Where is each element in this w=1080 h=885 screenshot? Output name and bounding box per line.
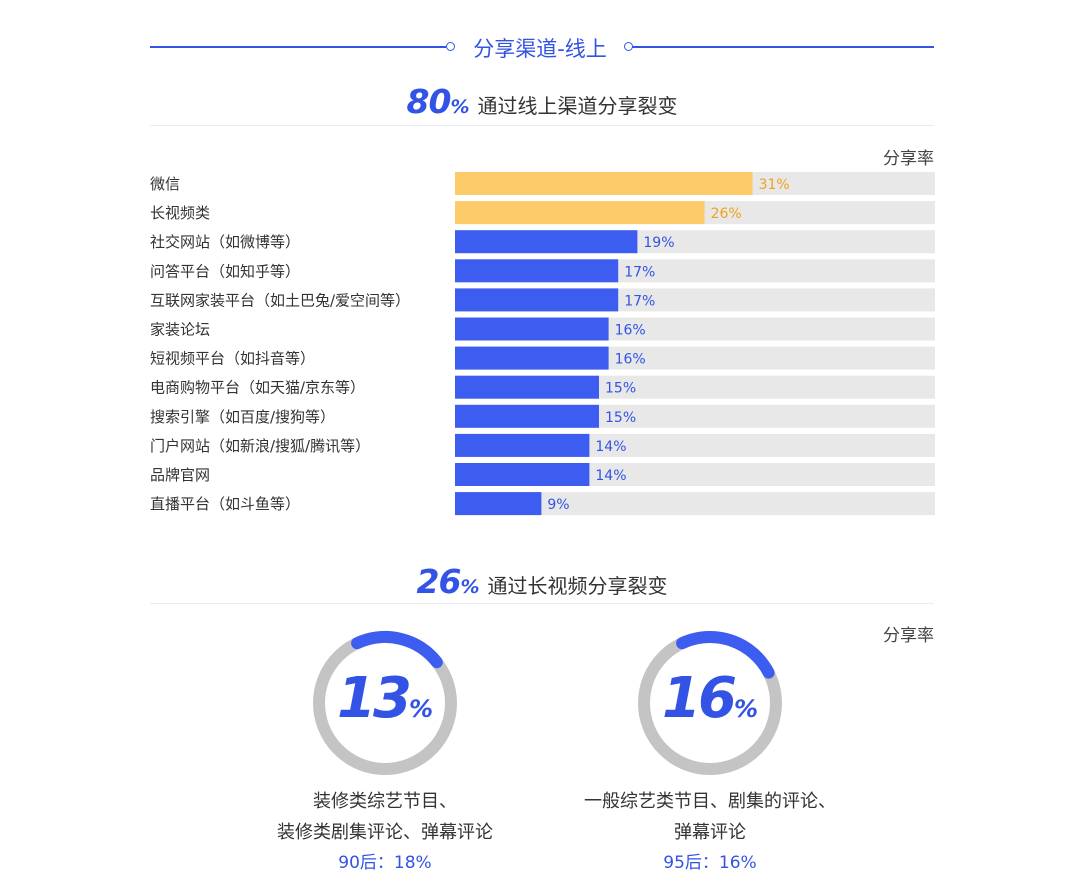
headline-online-number: 80	[406, 82, 452, 121]
headline-video-text: 通过长视频分享裂变	[487, 574, 668, 598]
bar-category-label: 互联网家装平台（如土巴兔/爱空间等）	[150, 291, 410, 309]
donut-1-arc	[351, 631, 443, 669]
bar-category-label: 直播平台（如斗鱼等）	[150, 495, 300, 513]
donut-1-value: 13%	[310, 666, 460, 731]
donut-1-number: 13	[337, 666, 412, 731]
bar-value-label: 17%	[624, 264, 655, 280]
donut-2-caption: 一般综艺类节目、剧集的评论、 弹幕评论 95后：16%	[540, 786, 880, 879]
section-line-left	[150, 46, 446, 48]
bar-11	[455, 492, 542, 516]
donut-2-caption-line2: 弹幕评论	[674, 822, 746, 843]
headline-online-percent: %	[450, 96, 470, 118]
headline-online-text: 通过线上渠道分享裂变	[477, 94, 678, 118]
donut-2-stat: 95后：16%	[663, 853, 757, 873]
bar-category-label: 电商购物平台（如天猫/京东等）	[150, 379, 365, 397]
bar-8	[455, 404, 599, 428]
bar-value-label: 15%	[605, 381, 636, 397]
bar-value-label: 16%	[615, 323, 646, 339]
share-rate-label: 分享率	[883, 149, 934, 169]
bar-4	[455, 288, 619, 312]
bar-category-label: 问答平台（如知乎等）	[150, 262, 300, 280]
bar-10	[455, 463, 590, 486]
bar-category-label: 社交网站（如微博等）	[150, 233, 300, 251]
bar-value-label: 26%	[711, 206, 742, 222]
bar-value-label: 19%	[643, 235, 674, 251]
bar-value-label: 15%	[605, 410, 636, 426]
donut-2-percent: %	[733, 695, 758, 723]
donut-chart-1: 13%	[310, 628, 460, 778]
bar-category-label: 门户网站（如新浪/搜狐/腾讯等）	[150, 437, 370, 455]
donut-1-caption-line2: 装修类剧集评论、弹幕评论	[277, 822, 493, 843]
bar-6	[455, 346, 609, 370]
bar-9	[455, 433, 590, 457]
bar-category-label: 短视频平台（如抖音等）	[150, 350, 315, 368]
divider-long-video	[150, 603, 934, 604]
share-rate-label-2: 分享率	[883, 626, 934, 646]
section-title: 分享渠道-线上	[473, 37, 607, 61]
donut-2-value: 16%	[635, 666, 785, 731]
divider-online	[150, 125, 934, 126]
headline-video-percent: %	[460, 576, 480, 598]
bar-value-label: 9%	[547, 497, 569, 513]
headline-long-video: 26% 通过长视频分享裂变	[150, 562, 934, 601]
donut-chart-2: 16%	[635, 628, 785, 778]
bar-track	[455, 492, 935, 516]
bar-category-label: 搜索引擎（如百度/搜狗等）	[150, 408, 335, 426]
donut-1-stat: 90后：18%	[338, 853, 432, 873]
donut-1-caption: 装修类综艺节目、 装修类剧集评论、弹幕评论 90后：18%	[215, 786, 555, 879]
bar-2	[455, 230, 638, 254]
donut-1-percent: %	[408, 695, 433, 723]
donut-2-number: 16	[662, 666, 737, 731]
bar-value-label: 16%	[615, 352, 646, 368]
bar-value-label: 14%	[595, 468, 626, 484]
bar-value-label: 31%	[759, 177, 790, 193]
bar-0	[455, 172, 753, 195]
headline-video-number: 26	[416, 562, 462, 601]
bar-category-label: 品牌官网	[150, 466, 210, 484]
section-line-right	[632, 46, 934, 48]
bar-5	[455, 317, 609, 341]
donut-2-arc	[676, 631, 775, 679]
headline-online: 80% 通过线上渠道分享裂变	[150, 82, 934, 121]
donut-2-caption-line1: 一般综艺类节目、剧集的评论、	[584, 791, 836, 812]
bar-7	[455, 375, 599, 399]
bar-category-label: 家装论坛	[150, 321, 210, 339]
bar-1	[455, 201, 705, 225]
bar-category-label: 微信	[150, 175, 180, 193]
bar-value-label: 14%	[595, 439, 626, 455]
donut-1-caption-line1: 装修类综艺节目、	[313, 791, 457, 812]
bar-3	[455, 259, 619, 283]
bar-category-label: 长视频类	[150, 204, 210, 222]
bar-value-label: 17%	[624, 293, 655, 309]
section-dot-left	[446, 42, 455, 51]
